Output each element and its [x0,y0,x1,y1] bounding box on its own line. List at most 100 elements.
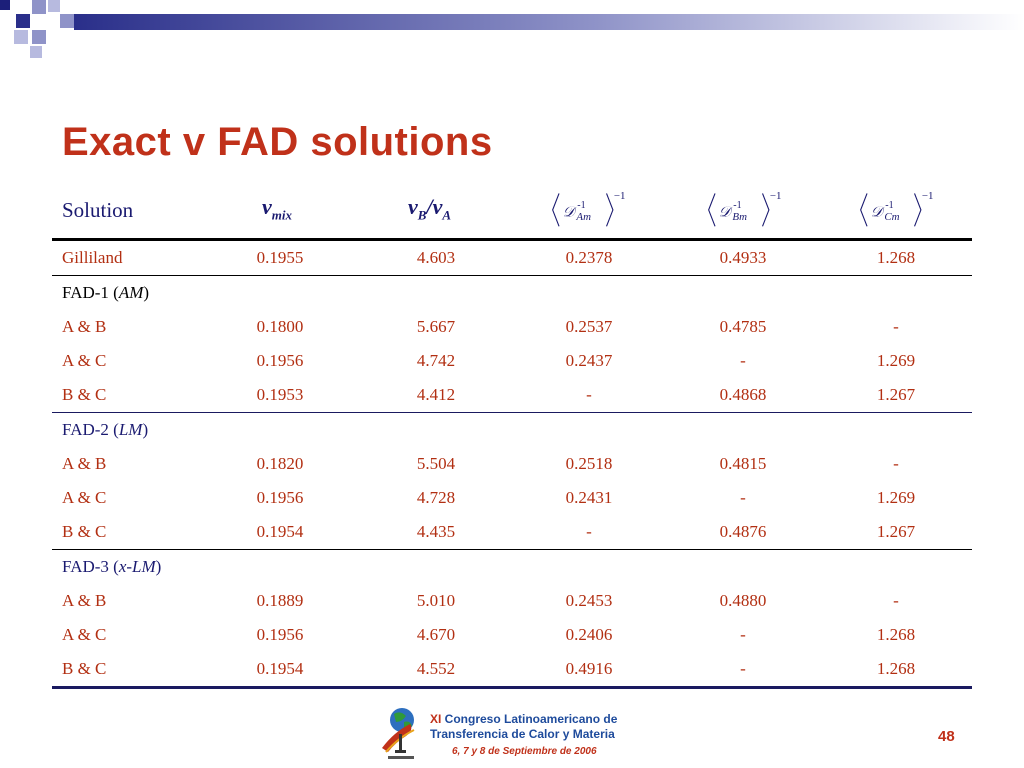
cell-nu-mix: 0.1956 [256,625,304,644]
d-cm-sub: Cm [884,211,899,223]
table-section-fad2: FAD-2 (LM) [52,413,972,447]
conference-line-2: Transferencia de Calor y Materia [430,727,615,741]
conference-date: 6, 7 y 8 de Septiembre de 2006 [452,746,597,757]
d-bm-symbol: 𝒟 [719,204,734,220]
cell-nu-ratio: 4.552 [416,659,456,678]
page-number: 48 [938,728,955,745]
cell-d-am: 0.2453 [565,591,613,610]
cell-label: A & B [62,591,107,610]
results-table: Solution νmix νB/νA 𝒟 -1 Am −1 𝒟 -1 Bm −… [52,186,972,689]
cell-d-bm: 0.4785 [719,317,767,336]
header-nu-ratio: νB/νA [408,194,451,223]
d-bm-sub: Bm [732,211,747,223]
cell-nu-ratio: 4.412 [416,385,456,404]
cell-d-am: 0.2431 [565,488,613,507]
page-title: Exact v FAD solutions [62,120,493,164]
table-header: Solution νmix νB/νA 𝒟 -1 Am −1 𝒟 -1 Bm −… [52,186,972,241]
cell-d-bm: 0.4933 [719,248,767,267]
cell-d-bm: 0.4876 [719,522,767,541]
header-decoration [0,0,1024,58]
cell-label: A & C [62,625,107,644]
cell-d-am: 0.2437 [565,351,613,370]
table-row: A & C 0.1956 4.670 0.2406 - 1.268 [52,618,972,652]
cell-label: Gilliland [62,248,123,267]
table-row: B & C 0.1953 4.412 - 0.4868 1.267 [52,378,972,413]
d-am-sup: -1 [577,200,585,211]
cell-nu-mix: 0.1820 [256,454,304,473]
table-row: A & C 0.1956 4.742 0.2437 - 1.269 [52,344,972,378]
cell-d-cm: 1.268 [876,659,916,678]
cell-d-bm: 0.4880 [719,591,767,610]
header-d-bm: 𝒟 -1 Bm −1 [708,190,782,227]
cell-nu-mix: 0.1954 [256,659,304,678]
cell-nu-mix: 0.1889 [256,591,304,610]
cell-d-am: - [586,522,592,541]
d-am-outer-sup: −1 [614,190,626,202]
cell-nu-ratio: 4.603 [416,248,456,267]
header-d-am: 𝒟 -1 Am −1 [552,190,626,227]
cell-d-cm: 1.269 [876,351,916,370]
conference-logo-icon [382,708,415,759]
cell-d-bm: - [740,351,746,370]
header-nu-mix: νmix [262,194,292,223]
cell-nu-ratio: 5.010 [416,591,456,610]
cell-d-bm: 0.4868 [719,385,767,404]
cell-nu-mix: 0.1956 [256,351,304,370]
header-solution: Solution [62,198,134,222]
cell-d-am: 0.4916 [565,659,613,678]
d-cm-sup: -1 [885,200,893,211]
cell-d-bm: - [740,659,746,678]
conference-name: XI Congreso Latinoamericano de Transfere… [430,712,617,742]
cell-nu-ratio: 4.670 [416,625,456,644]
cell-d-bm: - [740,488,746,507]
cell-nu-ratio: 4.435 [416,522,456,541]
cell-nu-ratio: 4.742 [416,351,456,370]
cell-d-cm: 1.268 [876,625,916,644]
cell-d-am: 0.2406 [565,625,613,644]
header-d-cm: 𝒟 -1 Cm −1 [860,190,934,227]
table-row: B & C 0.1954 4.435 - 0.4876 1.267 [52,515,972,550]
cell-d-bm: 0.4815 [719,454,767,473]
d-cm-symbol: 𝒟 [871,204,886,220]
cell-label: B & C [62,659,107,678]
cell-d-bm: - [740,625,746,644]
d-am-sub: Am [575,211,591,223]
section-label: FAD-2 (LM) [62,420,149,439]
table-section-fad1: FAD-1 (AM) [52,276,972,310]
cell-d-cm: - [893,591,899,610]
cell-d-am: 0.2537 [565,317,613,336]
cell-nu-ratio: 5.504 [416,454,456,473]
cell-nu-mix: 0.1954 [256,522,304,541]
d-bm-outer-sup: −1 [770,190,782,202]
cell-nu-mix: 0.1800 [256,317,304,336]
cell-d-cm: 1.267 [876,385,916,404]
cell-d-cm: 1.267 [876,522,916,541]
cell-nu-mix: 0.1956 [256,488,304,507]
table-row: A & B 0.1889 5.010 0.2453 0.4880 - [52,584,972,618]
d-cm-outer-sup: −1 [922,190,934,202]
cell-label: A & C [62,488,107,507]
cell-nu-ratio: 4.728 [416,488,456,507]
table-row: B & C 0.1954 4.552 0.4916 - 1.268 [52,652,972,689]
cell-label: A & C [62,351,107,370]
table-row: A & C 0.1956 4.728 0.2431 - 1.269 [52,481,972,515]
cell-d-cm: - [893,317,899,336]
cell-nu-ratio: 5.667 [416,317,456,336]
cell-d-cm: 1.269 [876,488,916,507]
table-section-fad3: FAD-3 (x-LM) [52,550,972,584]
cell-nu-mix: 0.1955 [256,248,304,267]
d-bm-sup: -1 [733,200,741,211]
cell-d-am: - [586,385,592,404]
cell-d-am: 0.2518 [565,454,613,473]
section-label: FAD-1 (AM) [62,283,150,302]
cell-nu-mix: 0.1953 [256,385,304,404]
d-am-symbol: 𝒟 [563,204,578,220]
cell-label: B & C [62,385,107,404]
cell-label: A & B [62,454,107,473]
cell-d-cm: 1.268 [876,248,916,267]
conference-line-1: XI Congreso Latinoamericano de [430,712,618,726]
table-row-gilliland: Gilliland 0.1955 4.603 0.2378 0.4933 1.2… [52,241,972,276]
cell-d-cm: - [893,454,899,473]
table-row: A & B 0.1800 5.667 0.2537 0.4785 - [52,310,972,344]
table-row: A & B 0.1820 5.504 0.2518 0.4815 - [52,447,972,481]
